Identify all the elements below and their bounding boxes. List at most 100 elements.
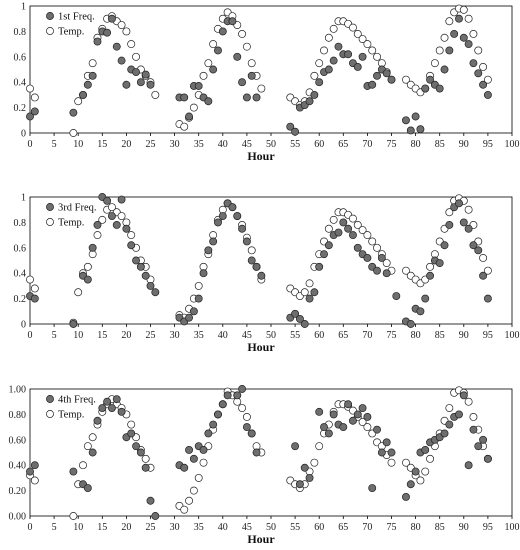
- data-point: [88, 71, 97, 80]
- x-tick-label: 90: [459, 330, 469, 341]
- data-point: [421, 84, 430, 93]
- data-point: [238, 404, 247, 412]
- data-point: [474, 246, 483, 255]
- data-point: [83, 484, 92, 493]
- data-point: [117, 56, 126, 65]
- data-point: [329, 56, 338, 65]
- data-point: [358, 35, 367, 43]
- data-point: [464, 397, 473, 406]
- data-point: [348, 416, 357, 425]
- y-tick-label: 0.4: [14, 269, 27, 280]
- data-point: [358, 226, 367, 234]
- data-point: [382, 269, 391, 278]
- x-tick-label: 25: [146, 330, 156, 341]
- data-point: [483, 75, 492, 84]
- x-tick-label: 55: [290, 139, 300, 150]
- data-point: [117, 21, 126, 29]
- data-point: [320, 250, 328, 259]
- plot-frame: [29, 5, 513, 134]
- x-tick-label: 45: [242, 139, 252, 150]
- x-tick-label: 80: [411, 522, 421, 533]
- data-point: [344, 400, 353, 409]
- data-point: [291, 442, 300, 451]
- y-tick-label: 0.60: [9, 435, 27, 446]
- legend-marker: [46, 203, 54, 211]
- data-point: [74, 288, 83, 297]
- data-point: [214, 218, 222, 227]
- data-point: [141, 454, 150, 463]
- data-point: [387, 448, 396, 457]
- data-point: [26, 84, 34, 93]
- data-point: [132, 68, 140, 76]
- data-point: [339, 423, 348, 432]
- data-point: [98, 215, 107, 224]
- data-point: [455, 14, 463, 23]
- x-tick-label: 25: [146, 139, 156, 150]
- data-point: [479, 63, 488, 71]
- y-tick-label: 0.8: [14, 218, 27, 229]
- data-point: [479, 80, 488, 89]
- data-point: [416, 125, 425, 134]
- x-tick-label: 60: [314, 330, 324, 341]
- data-point: [69, 320, 78, 328]
- data-point: [189, 307, 198, 316]
- data-point: [209, 40, 218, 49]
- data-point: [136, 262, 145, 271]
- data-point: [358, 52, 367, 61]
- x-tick-label: 70: [362, 330, 372, 341]
- data-point: [324, 65, 333, 74]
- data-point: [83, 80, 92, 89]
- data-point: [320, 423, 328, 432]
- data-point: [199, 446, 208, 454]
- data-point: [426, 271, 435, 280]
- data-point: [315, 262, 324, 271]
- data-point: [368, 46, 377, 55]
- data-point: [402, 75, 410, 84]
- y-tick-label: 0.40: [9, 461, 27, 472]
- x-tick-label: 0: [28, 330, 33, 341]
- data-point: [450, 29, 459, 38]
- data-point: [363, 40, 372, 49]
- x-tick-label: 35: [194, 330, 204, 341]
- data-point: [194, 281, 203, 290]
- data-point: [324, 429, 333, 438]
- x-tick-label: 100: [505, 330, 520, 341]
- data-point: [416, 476, 425, 485]
- x-tick-label: 60: [314, 139, 324, 150]
- legend: 1st Freq. Temp.: [46, 12, 95, 38]
- data-point: [122, 27, 131, 36]
- data-point: [242, 42, 251, 51]
- y-tick-label: 0: [21, 320, 26, 331]
- data-point: [474, 46, 483, 55]
- data-point: [469, 29, 478, 38]
- data-point: [310, 458, 319, 467]
- data-point: [363, 231, 372, 240]
- y-tick-label: 0.6: [14, 52, 27, 63]
- x-tick-label: 15: [97, 522, 107, 533]
- y-tick-label: 0.6: [14, 243, 27, 254]
- data-point: [204, 429, 213, 438]
- y-tick-label: 0: [21, 129, 26, 140]
- data-point: [315, 78, 324, 87]
- data-point: [257, 271, 266, 280]
- y-tick-label: 0.00: [9, 512, 27, 523]
- data-point: [218, 400, 227, 409]
- legend-marker: [46, 12, 54, 20]
- data-point: [132, 256, 140, 265]
- data-point: [300, 320, 309, 328]
- x-tick-label: 50: [266, 330, 276, 341]
- data-point: [479, 435, 488, 444]
- data-point: [189, 103, 198, 112]
- x-tick-label: 95: [483, 330, 493, 341]
- series-frequency: [26, 14, 492, 136]
- data-point: [199, 71, 208, 80]
- data-point: [445, 420, 454, 429]
- data-point: [440, 33, 449, 42]
- data-point: [79, 90, 87, 99]
- x-tick-label: 85: [435, 330, 445, 341]
- data-point: [151, 90, 160, 99]
- data-point: [83, 262, 92, 271]
- data-point: [353, 220, 362, 229]
- data-point: [464, 205, 473, 214]
- data-point: [382, 69, 391, 78]
